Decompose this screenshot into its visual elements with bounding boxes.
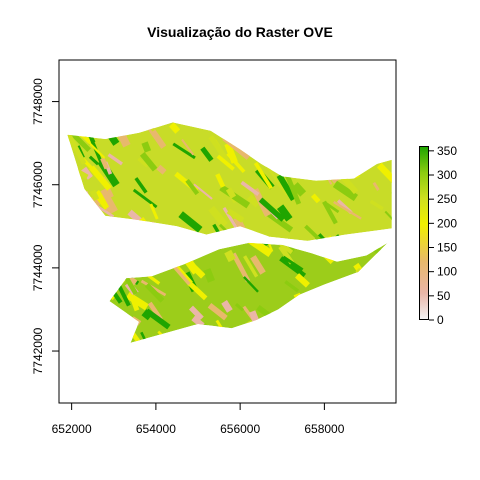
legend-tick-label: 300	[437, 168, 457, 182]
y-tick-label: 7742000	[31, 327, 45, 374]
legend-tick-label: 0	[437, 313, 444, 327]
y-tick-label: 7748000	[31, 78, 45, 125]
x-tick-label: 656000	[220, 422, 260, 436]
y-tick-label: 7744000	[31, 244, 45, 291]
legend-tick-label: 350	[437, 144, 457, 158]
x-axis: 652000 654000 656000 658000	[52, 402, 345, 436]
x-tick-label: 658000	[304, 422, 344, 436]
y-tick-label: 7746000	[31, 161, 45, 208]
legend-tick-label: 250	[437, 192, 457, 206]
legend-tick-label: 150	[437, 241, 457, 255]
x-tick-label: 652000	[52, 422, 92, 436]
chart-title: Visualização do Raster OVE	[147, 24, 333, 40]
y-axis: 7742000 7744000 7746000 7748000	[31, 78, 60, 374]
legend-tick-label: 50	[437, 289, 451, 303]
legend-tick-label: 100	[437, 265, 457, 279]
color-legend-bar	[419, 146, 429, 320]
x-tick-label: 654000	[136, 422, 176, 436]
legend-axis: 0 50 100 150 200 250 300 350	[429, 144, 457, 327]
legend-tick-label: 200	[437, 216, 457, 230]
raster-layer	[67, 122, 392, 343]
